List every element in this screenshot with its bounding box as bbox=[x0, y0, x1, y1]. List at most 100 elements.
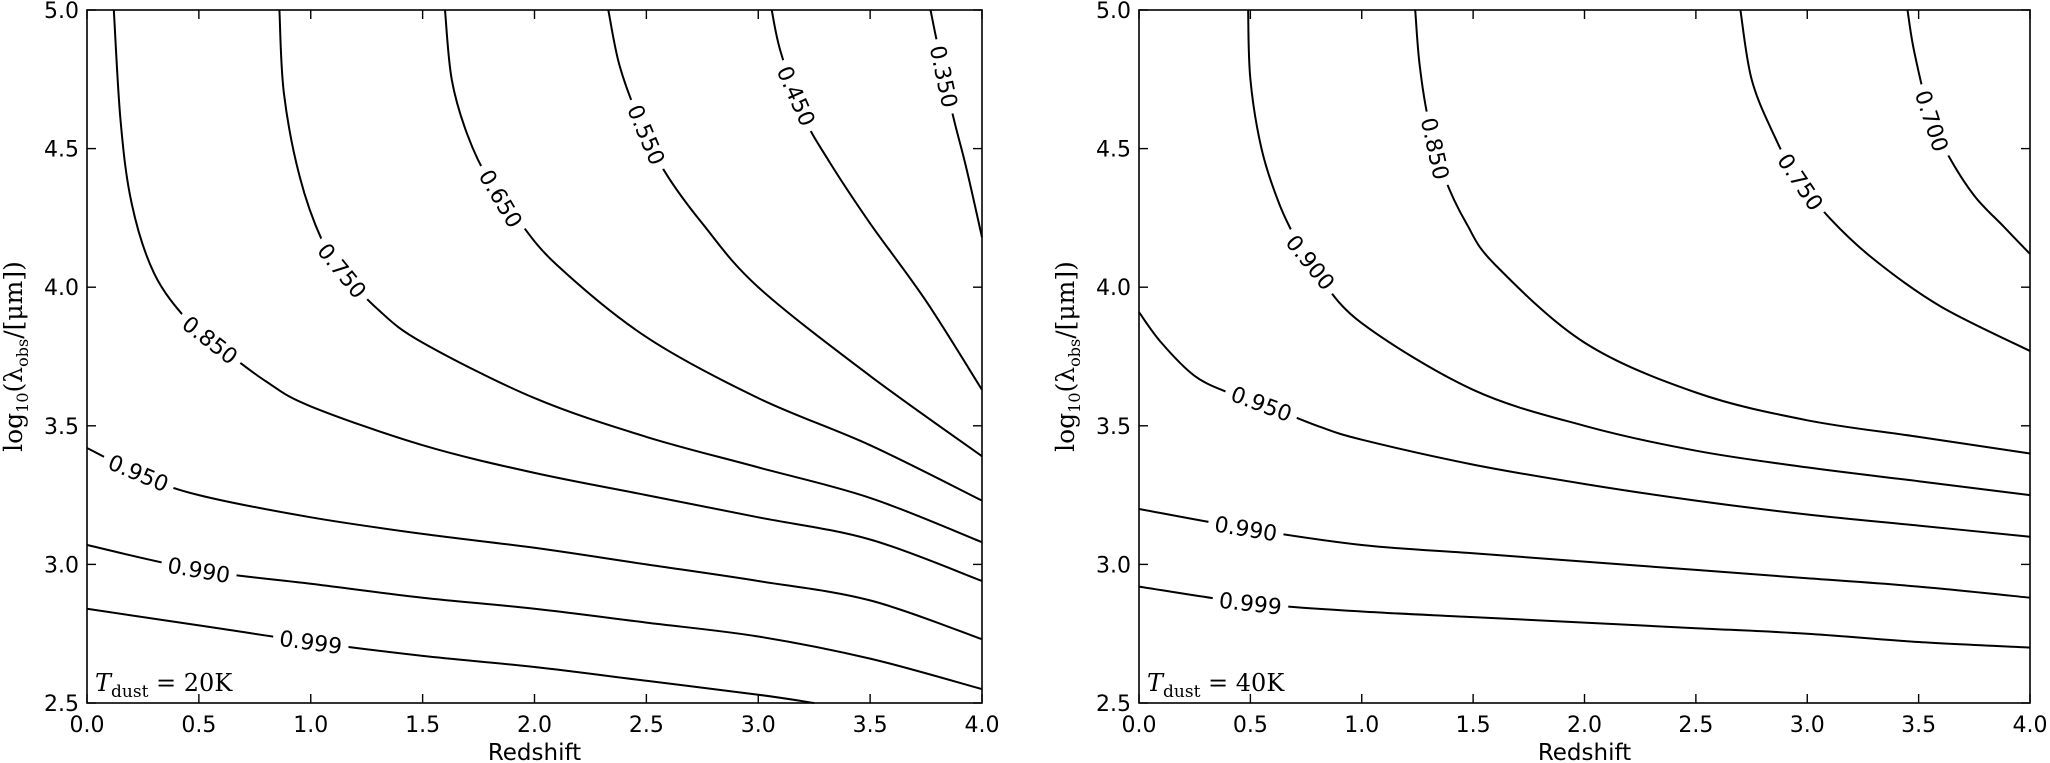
contour-line-0-650-left bbox=[444, 9, 983, 502]
x-ticks-left: 0.0 0.5 1.0 1.5 2.0 2.5 3.0 3.5 4.0 bbox=[70, 10, 1000, 738]
contour-label-background bbox=[1905, 80, 1959, 162]
y-tick-label: 4.5 bbox=[1096, 138, 1131, 163]
y-label-open: (λ bbox=[1051, 367, 1080, 393]
contour-label-group: 0.999 bbox=[1210, 584, 1290, 623]
contour-line-0-350-left bbox=[929, 9, 983, 238]
contour-line-0-850-right bbox=[1414, 9, 2031, 455]
contour-label-background bbox=[97, 444, 180, 502]
contour-line-0-550-left bbox=[607, 9, 983, 458]
temperature-annotation-left: Tdust = 20K bbox=[95, 669, 233, 702]
y-label-unit: /[μm]) bbox=[0, 261, 28, 339]
contour-label-background bbox=[468, 158, 534, 239]
contour-label-group: 0.650 bbox=[468, 158, 534, 239]
contour-line-0-850-left bbox=[112, 9, 983, 582]
plot-frame-left bbox=[86, 9, 983, 704]
y-tick-label: 4.0 bbox=[44, 276, 79, 301]
left-contour-panel: 0.999 0.990 0.950 0.850 0.750 0.650 0.550 0.450… bbox=[0, 0, 1000, 763]
contour-label-background bbox=[1210, 584, 1290, 623]
contour-label-group: 0.750 bbox=[306, 231, 378, 310]
anno-T-right: T bbox=[1147, 669, 1165, 697]
contour-label-group: 0.450 bbox=[767, 55, 826, 137]
y-label-log-base: 10 bbox=[1065, 392, 1084, 412]
y-ticks-right: 2.5 3.0 3.5 4.0 4.5 5.0 bbox=[1096, 0, 2030, 717]
y-label-log-base: 10 bbox=[13, 392, 32, 412]
contour-line-0-950-left bbox=[86, 447, 983, 641]
contour-label-group: 0.950 bbox=[1220, 376, 1303, 431]
contour-label-group: 0.950 bbox=[97, 444, 180, 502]
contour-label-group: 0.990 bbox=[1205, 507, 1286, 550]
x-tick-label: 4.0 bbox=[965, 713, 1000, 738]
x-tick-label: 2.5 bbox=[629, 713, 664, 738]
y-label-log: log bbox=[0, 413, 28, 452]
y-tick-label: 5.0 bbox=[44, 0, 79, 24]
x-tick-label: 3.5 bbox=[853, 713, 888, 738]
x-tick-label: 2.0 bbox=[517, 713, 552, 738]
y-label-unit: /[μm]) bbox=[1051, 261, 1080, 339]
anno-sub-right: dust bbox=[1163, 682, 1201, 702]
temperature-annotation-right: Tdust = 40K bbox=[1147, 669, 1285, 702]
contour-line-0-750-left bbox=[278, 9, 983, 544]
x-tick-label: 3.0 bbox=[1790, 713, 1825, 738]
contour-label-background bbox=[170, 304, 250, 376]
x-tick-label: 0.0 bbox=[1122, 713, 1157, 738]
x-tick-label: 2.5 bbox=[1678, 713, 1713, 738]
contour-line-0-950-right bbox=[1138, 311, 2031, 538]
contour-label-group: 0.990 bbox=[158, 548, 239, 592]
contour-label-background bbox=[1205, 507, 1286, 550]
x-tick-label: 1.5 bbox=[1456, 713, 1491, 738]
y-axis-label-left: log10(λobs/[μm]) bbox=[0, 261, 32, 452]
y-tick-label: 2.5 bbox=[44, 692, 79, 717]
x-tick-label: 0.0 bbox=[70, 713, 105, 738]
contour-label-group: 0.350 bbox=[921, 36, 967, 117]
x-axis-label-right: Redshift bbox=[1538, 740, 1631, 763]
contour-label-group: 0.750 bbox=[1766, 141, 1835, 222]
x-tick-label: 3.0 bbox=[741, 713, 776, 738]
y-axis-label-right: log10(λobs/[μm]) bbox=[1051, 261, 1084, 452]
contour-label-group: 0.900 bbox=[1274, 223, 1347, 302]
contour-label-background bbox=[1274, 223, 1347, 302]
contour-label-background bbox=[271, 621, 351, 663]
x-tick-label: 4.0 bbox=[2013, 713, 2048, 738]
contour-label-group: 0.850 bbox=[1412, 108, 1459, 189]
contour-line-0-900-right bbox=[1247, 9, 2031, 497]
x-tick-label: 0.5 bbox=[181, 713, 216, 738]
y-tick-label: 3.0 bbox=[44, 553, 79, 578]
y-tick-label: 4.5 bbox=[44, 138, 79, 163]
contour-label-background bbox=[767, 55, 826, 137]
right-contour-panel: 0.999 0.990 0.950 0.900 0.850 0.750 0.700 0.0 0… bbox=[1051, 0, 2048, 763]
contour-label-group: 0.700 bbox=[1905, 80, 1959, 162]
anno-T-left: T bbox=[95, 669, 113, 697]
contour-label-background bbox=[158, 548, 239, 592]
x-axis-label-left: Redshift bbox=[488, 740, 581, 763]
y-tick-label: 3.0 bbox=[1096, 553, 1131, 578]
contour-label-background bbox=[617, 93, 676, 176]
contour-label-group: 0.550 bbox=[617, 93, 676, 176]
contour-label-background bbox=[1766, 141, 1835, 222]
y-label-obs: obs bbox=[13, 339, 32, 367]
contour-line-0-999-left bbox=[86, 607, 815, 704]
contour-label-group: 0.850 bbox=[170, 304, 250, 376]
contour-label-background bbox=[1220, 376, 1303, 431]
contour-lines-left: 0.999 0.990 0.950 0.850 0.750 0.650 0.550 0.450… bbox=[86, 9, 983, 704]
x-tick-label: 1.0 bbox=[1344, 713, 1379, 738]
y-label-open: (λ bbox=[0, 367, 28, 393]
y-tick-label: 2.5 bbox=[1096, 692, 1131, 717]
y-tick-label: 4.0 bbox=[1096, 276, 1131, 301]
x-tick-label: 2.0 bbox=[1567, 713, 1602, 738]
y-label-log: log bbox=[1051, 413, 1080, 452]
contour-label-background bbox=[306, 231, 378, 310]
x-tick-label: 1.5 bbox=[405, 713, 440, 738]
plot-frame-right bbox=[1138, 9, 2031, 704]
anno-value-right: = 40K bbox=[1200, 669, 1285, 697]
y-ticks-left: 2.5 3.0 3.5 4.0 4.5 5.0 bbox=[44, 0, 982, 717]
contour-label-background bbox=[1412, 108, 1459, 189]
contour-lines-right: 0.999 0.990 0.950 0.900 0.850 0.750 0.700 bbox=[1138, 9, 2031, 649]
contour-label-background bbox=[921, 36, 967, 117]
anno-value-left: = 20K bbox=[148, 669, 233, 697]
contour-line-0-450-left bbox=[770, 9, 983, 391]
y-tick-label: 5.0 bbox=[1096, 0, 1131, 24]
x-ticks-right: 0.0 0.5 1.0 1.5 2.0 2.5 3.0 3.5 4.0 bbox=[1122, 10, 2048, 738]
y-label-obs: obs bbox=[1065, 339, 1084, 367]
y-tick-label: 3.5 bbox=[44, 415, 79, 440]
